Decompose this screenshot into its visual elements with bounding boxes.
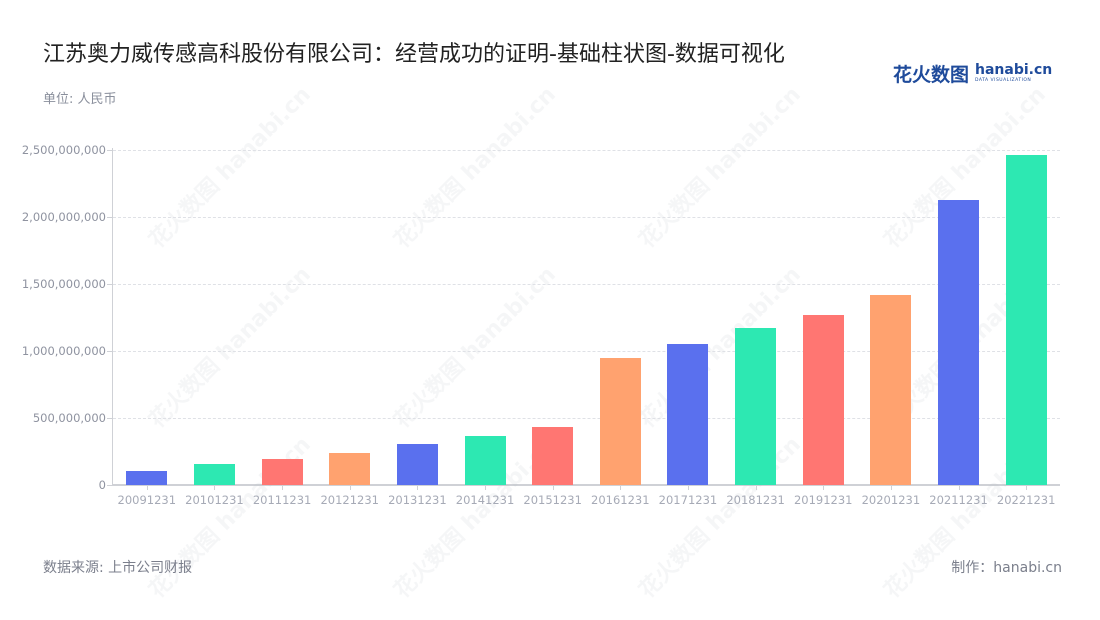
bar-20171231[interactable] xyxy=(667,344,709,485)
x-tick xyxy=(890,485,892,490)
x-axis-label: 20201231 xyxy=(861,493,921,507)
watermark: 花火数图 hanabi.cn xyxy=(144,432,316,604)
y-axis-label: 0 xyxy=(98,478,106,492)
x-axis-label: 20161231 xyxy=(591,493,650,507)
y-axis-line xyxy=(112,148,113,485)
x-tick xyxy=(349,485,351,490)
x-tick xyxy=(214,485,216,490)
x-tick xyxy=(146,485,148,490)
x-axis-label: 20121231 xyxy=(320,493,380,507)
y-tick xyxy=(107,150,112,151)
y-tick xyxy=(107,284,112,285)
x-axis-label: 20141231 xyxy=(455,493,515,507)
x-axis-line xyxy=(112,484,1060,486)
x-tick xyxy=(823,485,825,490)
bar-20181231[interactable] xyxy=(735,327,777,485)
watermark: 花火数图 hanabi.cn xyxy=(634,82,806,254)
y-tick xyxy=(107,418,112,419)
y-axis-label: 500,000,000 xyxy=(32,411,106,425)
x-tick xyxy=(958,485,960,490)
x-axis-label: 20191231 xyxy=(793,493,853,507)
gridline xyxy=(113,418,1060,419)
watermark: 花火数图 hanabi.cn xyxy=(634,432,806,604)
x-tick xyxy=(687,485,689,490)
bar-20111231[interactable] xyxy=(261,458,303,485)
x-axis-label: 20111231 xyxy=(252,493,312,507)
bar-20221231[interactable] xyxy=(1005,154,1047,485)
bar-20141231[interactable] xyxy=(464,435,506,485)
bar-20091231[interactable] xyxy=(126,471,168,485)
x-tick xyxy=(485,485,487,490)
bar-20191231[interactable] xyxy=(802,314,844,485)
x-tick xyxy=(755,485,757,490)
watermark: 花火数图 hanabi.cn xyxy=(144,82,316,254)
chart-title: 江苏奥力威传感高科股份有限公司：经营成功的证明-基础柱状图-数据可视化 xyxy=(43,42,785,67)
logo-english: hanabi.cn DATA VISUALIZATION xyxy=(975,63,1052,84)
gridline xyxy=(113,284,1060,285)
logo-subtitle: DATA VISUALIZATION xyxy=(975,78,1032,84)
gridline xyxy=(113,351,1060,352)
x-tick xyxy=(417,485,419,490)
unit-label: 单位: 人民币 xyxy=(43,92,117,107)
x-tick xyxy=(282,485,284,490)
credit-text: 制作：hanabi.cn xyxy=(951,560,1062,576)
x-tick xyxy=(552,485,554,490)
y-tick xyxy=(107,485,112,486)
x-axis-label: 20131231 xyxy=(388,493,447,507)
bar-20201231[interactable] xyxy=(870,294,912,485)
x-axis-label: 20211231 xyxy=(929,493,988,507)
x-tick xyxy=(1026,485,1028,490)
bar-20151231[interactable] xyxy=(532,426,574,485)
bar-20211231[interactable] xyxy=(938,199,980,485)
brand-logo: 花火数图 hanabi.cn DATA VISUALIZATION xyxy=(893,60,1052,87)
x-axis-label: 20101231 xyxy=(185,493,244,507)
x-axis-label: 20151231 xyxy=(523,493,582,507)
x-axis-label: 20091231 xyxy=(117,493,177,507)
bar-20131231[interactable] xyxy=(396,443,438,485)
bar-20121231[interactable] xyxy=(329,453,371,485)
y-axis-label: 1,500,000,000 xyxy=(21,277,106,291)
bar-20101231[interactable] xyxy=(193,463,235,485)
gridline xyxy=(113,150,1060,151)
y-axis-label: 1,000,000,000 xyxy=(21,344,106,358)
logo-chinese-text: 花火数图 xyxy=(893,64,970,86)
watermark: 花火数图 hanabi.cn xyxy=(389,82,561,254)
y-tick xyxy=(107,217,112,218)
y-tick xyxy=(107,351,112,352)
logo-english-text: hanabi.cn xyxy=(975,62,1053,79)
x-axis-label: 20171231 xyxy=(658,493,718,507)
y-axis-label: 2,500,000,000 xyxy=(21,143,106,157)
x-tick xyxy=(620,485,622,490)
x-axis-label: 20221231 xyxy=(996,493,1056,507)
y-axis-label: 2,000,000,000 xyxy=(21,210,106,224)
data-source: 数据来源: 上市公司财报 xyxy=(43,560,193,576)
x-axis-label: 20181231 xyxy=(726,493,785,507)
bar-20161231[interactable] xyxy=(599,358,641,485)
gridline xyxy=(113,217,1060,218)
